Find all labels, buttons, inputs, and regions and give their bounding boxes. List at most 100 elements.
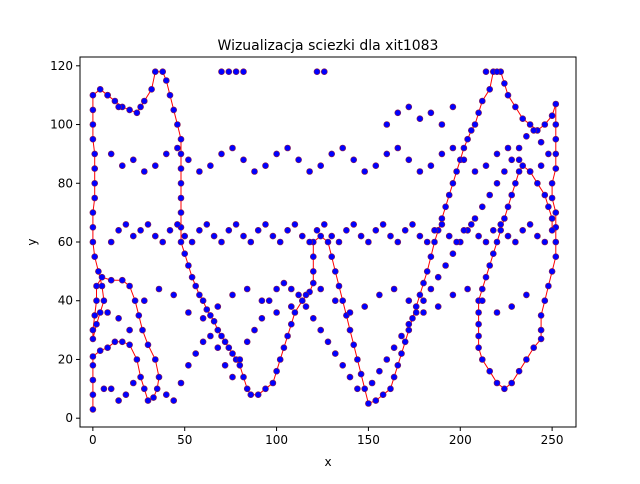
data-point xyxy=(89,238,97,246)
data-point xyxy=(372,227,380,234)
data-point xyxy=(405,297,413,305)
data-point xyxy=(207,312,214,319)
data-point xyxy=(93,297,100,305)
data-point xyxy=(133,356,141,363)
data-point xyxy=(152,232,159,240)
data-points-layer xyxy=(89,68,560,413)
data-point xyxy=(405,326,413,334)
data-point xyxy=(126,106,133,114)
data-point xyxy=(107,150,115,158)
data-point xyxy=(493,309,501,316)
data-point xyxy=(537,312,545,319)
data-point xyxy=(434,273,442,281)
data-point xyxy=(265,297,273,305)
data-point xyxy=(401,227,409,234)
data-point xyxy=(166,227,174,234)
data-point xyxy=(192,282,199,290)
data-point xyxy=(383,121,391,128)
data-point xyxy=(174,221,181,228)
data-point xyxy=(504,232,512,240)
data-point xyxy=(207,332,214,340)
data-point xyxy=(177,209,185,216)
data-point xyxy=(501,215,508,222)
data-point xyxy=(153,385,161,393)
data-point xyxy=(523,291,530,299)
data-point xyxy=(199,297,207,305)
y-tick-label: 40 xyxy=(58,294,73,308)
data-point xyxy=(552,100,560,108)
data-point xyxy=(240,68,247,75)
data-point xyxy=(107,276,115,284)
data-point xyxy=(317,162,325,169)
data-point xyxy=(152,162,159,169)
data-point xyxy=(126,326,133,334)
data-point xyxy=(89,121,97,128)
data-point xyxy=(530,344,538,352)
data-point xyxy=(442,262,449,269)
data-point xyxy=(89,406,97,413)
data-point xyxy=(159,238,166,246)
data-point xyxy=(185,156,192,164)
data-point xyxy=(144,221,152,228)
data-point xyxy=(229,350,236,357)
data-point xyxy=(339,144,347,152)
data-point xyxy=(350,221,358,228)
data-point xyxy=(328,253,336,261)
data-point xyxy=(405,103,413,111)
data-point xyxy=(188,238,196,246)
data-point xyxy=(251,326,258,334)
data-point xyxy=(181,250,188,257)
data-point xyxy=(150,394,157,401)
data-point xyxy=(104,91,111,99)
data-point xyxy=(324,338,332,346)
data-point xyxy=(210,232,218,240)
data-point xyxy=(225,68,233,75)
data-point xyxy=(497,227,505,234)
data-point xyxy=(139,326,146,334)
y-tick-label: 0 xyxy=(65,411,73,425)
data-point xyxy=(420,309,427,316)
data-point xyxy=(221,338,229,346)
data-point xyxy=(91,312,98,319)
data-point xyxy=(530,127,538,134)
data-point xyxy=(185,309,192,316)
data-point xyxy=(383,150,391,158)
data-point xyxy=(126,341,133,349)
data-point xyxy=(412,309,420,316)
data-point xyxy=(354,385,361,393)
data-point xyxy=(130,156,137,164)
data-point xyxy=(273,285,280,293)
data-point xyxy=(427,162,435,169)
data-point xyxy=(302,291,310,299)
data-point xyxy=(135,312,143,319)
data-point xyxy=(137,373,144,381)
data-point xyxy=(376,367,383,375)
data-point xyxy=(548,194,556,202)
y-tick-label: 20 xyxy=(58,352,73,366)
data-point xyxy=(478,97,486,105)
data-point xyxy=(91,253,98,261)
data-point xyxy=(515,144,523,152)
data-point xyxy=(449,291,457,299)
data-point xyxy=(409,314,416,322)
data-point xyxy=(177,238,185,246)
data-point xyxy=(166,91,174,99)
data-point xyxy=(148,86,155,93)
data-point xyxy=(177,194,185,202)
data-point xyxy=(229,144,236,152)
data-point xyxy=(486,367,494,375)
data-point xyxy=(464,135,471,143)
data-point xyxy=(398,350,405,357)
data-point xyxy=(416,168,424,175)
data-point xyxy=(478,203,486,211)
data-point xyxy=(394,144,402,152)
data-point xyxy=(107,238,115,246)
data-point xyxy=(137,103,144,111)
data-point xyxy=(512,238,519,246)
data-point xyxy=(537,138,545,146)
data-point xyxy=(504,144,512,152)
data-point xyxy=(221,361,229,369)
data-point xyxy=(504,91,512,99)
data-point xyxy=(98,273,106,281)
data-point xyxy=(427,253,435,261)
